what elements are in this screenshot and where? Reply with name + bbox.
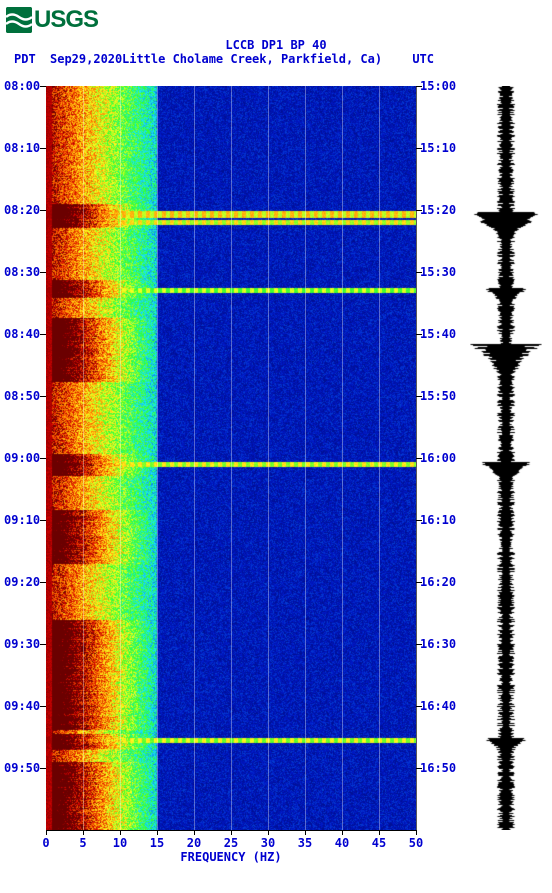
page-root: USGS LCCB DP1 BP 40 PDT Sep29,2020 Littl…	[0, 0, 552, 893]
x-tick-label: 10	[113, 836, 127, 850]
x-tick-mark	[231, 830, 232, 835]
x-tick-label: 5	[79, 836, 86, 850]
tick-mark	[416, 396, 422, 397]
grid-line	[120, 86, 121, 830]
x-axis-label: FREQUENCY (HZ)	[46, 850, 416, 864]
left-time-tick: 08:00	[4, 79, 40, 93]
x-axis: 05101520253035404550 FREQUENCY (HZ)	[46, 830, 416, 870]
left-time-tick: 09:50	[4, 761, 40, 775]
x-tick-label: 45	[372, 836, 386, 850]
grid-line	[305, 86, 306, 830]
tick-mark	[40, 768, 46, 769]
location-label: Little Cholame Creek, Parkfield, Ca)	[122, 52, 382, 66]
right-time-tick: 15:50	[420, 389, 456, 403]
waveform-panel	[470, 86, 542, 830]
tick-mark	[416, 582, 422, 583]
left-time-tick: 09:30	[4, 637, 40, 651]
grid-line	[231, 86, 232, 830]
right-time-tick: 16:20	[420, 575, 456, 589]
tick-mark	[416, 706, 422, 707]
tick-mark	[40, 458, 46, 459]
tick-mark	[40, 272, 46, 273]
right-time-tick: 16:50	[420, 761, 456, 775]
x-tick-mark	[268, 830, 269, 835]
tick-mark	[40, 148, 46, 149]
tick-mark	[416, 272, 422, 273]
waveform-canvas	[470, 86, 542, 830]
grid-line	[194, 86, 195, 830]
tick-mark	[40, 396, 46, 397]
x-tick-mark	[379, 830, 380, 835]
x-tick-mark	[157, 830, 158, 835]
x-tick-label: 0	[42, 836, 49, 850]
right-time-tick: 15:20	[420, 203, 456, 217]
x-tick-label: 30	[261, 836, 275, 850]
right-time-tick: 16:10	[420, 513, 456, 527]
grid-line	[83, 86, 84, 830]
grid-line	[157, 86, 158, 830]
left-tz-label: PDT	[14, 52, 36, 66]
tick-mark	[416, 458, 422, 459]
tick-mark	[416, 86, 422, 87]
grid-line	[268, 86, 269, 830]
right-time-tick: 15:00	[420, 79, 456, 93]
left-time-tick: 08:30	[4, 265, 40, 279]
usgs-logo-mark	[6, 7, 32, 33]
x-tick-mark	[416, 830, 417, 835]
tick-mark	[416, 644, 422, 645]
left-time-tick: 09:00	[4, 451, 40, 465]
tick-mark	[40, 644, 46, 645]
tick-mark	[416, 768, 422, 769]
left-time-tick: 08:10	[4, 141, 40, 155]
right-tz-label: UTC	[412, 52, 434, 66]
x-tick-label: 15	[150, 836, 164, 850]
right-time-tick: 16:30	[420, 637, 456, 651]
tick-mark	[40, 86, 46, 87]
x-tick-label: 50	[409, 836, 423, 850]
usgs-logo: USGS	[6, 6, 98, 34]
right-time-tick: 16:00	[420, 451, 456, 465]
x-tick-mark	[305, 830, 306, 835]
tick-mark	[416, 334, 422, 335]
spectrogram-plot	[46, 86, 416, 830]
tick-mark	[416, 520, 422, 521]
tick-mark	[40, 582, 46, 583]
right-time-tick: 15:10	[420, 141, 456, 155]
x-tick-mark	[342, 830, 343, 835]
x-tick-label: 35	[298, 836, 312, 850]
tick-mark	[40, 210, 46, 211]
x-tick-label: 25	[224, 836, 238, 850]
x-tick-mark	[120, 830, 121, 835]
left-time-tick: 08:50	[4, 389, 40, 403]
right-time-axis: 15:0015:1015:2015:3015:4015:5016:0016:10…	[420, 86, 462, 830]
tick-mark	[416, 148, 422, 149]
date-label: Sep29,2020	[50, 52, 122, 66]
left-time-tick: 09:40	[4, 699, 40, 713]
right-time-tick: 15:40	[420, 327, 456, 341]
tick-mark	[416, 210, 422, 211]
tick-mark	[40, 706, 46, 707]
grid-line	[342, 86, 343, 830]
usgs-logo-text: USGS	[34, 6, 98, 34]
left-time-tick: 08:20	[4, 203, 40, 217]
x-tick-mark	[46, 830, 47, 835]
x-tick-mark	[194, 830, 195, 835]
x-tick-label: 40	[335, 836, 349, 850]
left-time-tick: 09:20	[4, 575, 40, 589]
plot-title: LCCB DP1 BP 40	[0, 38, 552, 52]
x-tick-label: 20	[187, 836, 201, 850]
tick-mark	[40, 520, 46, 521]
grid-line	[379, 86, 380, 830]
tick-mark	[40, 334, 46, 335]
x-tick-mark	[83, 830, 84, 835]
right-time-tick: 15:30	[420, 265, 456, 279]
left-time-tick: 09:10	[4, 513, 40, 527]
right-time-tick: 16:40	[420, 699, 456, 713]
left-time-tick: 08:40	[4, 327, 40, 341]
